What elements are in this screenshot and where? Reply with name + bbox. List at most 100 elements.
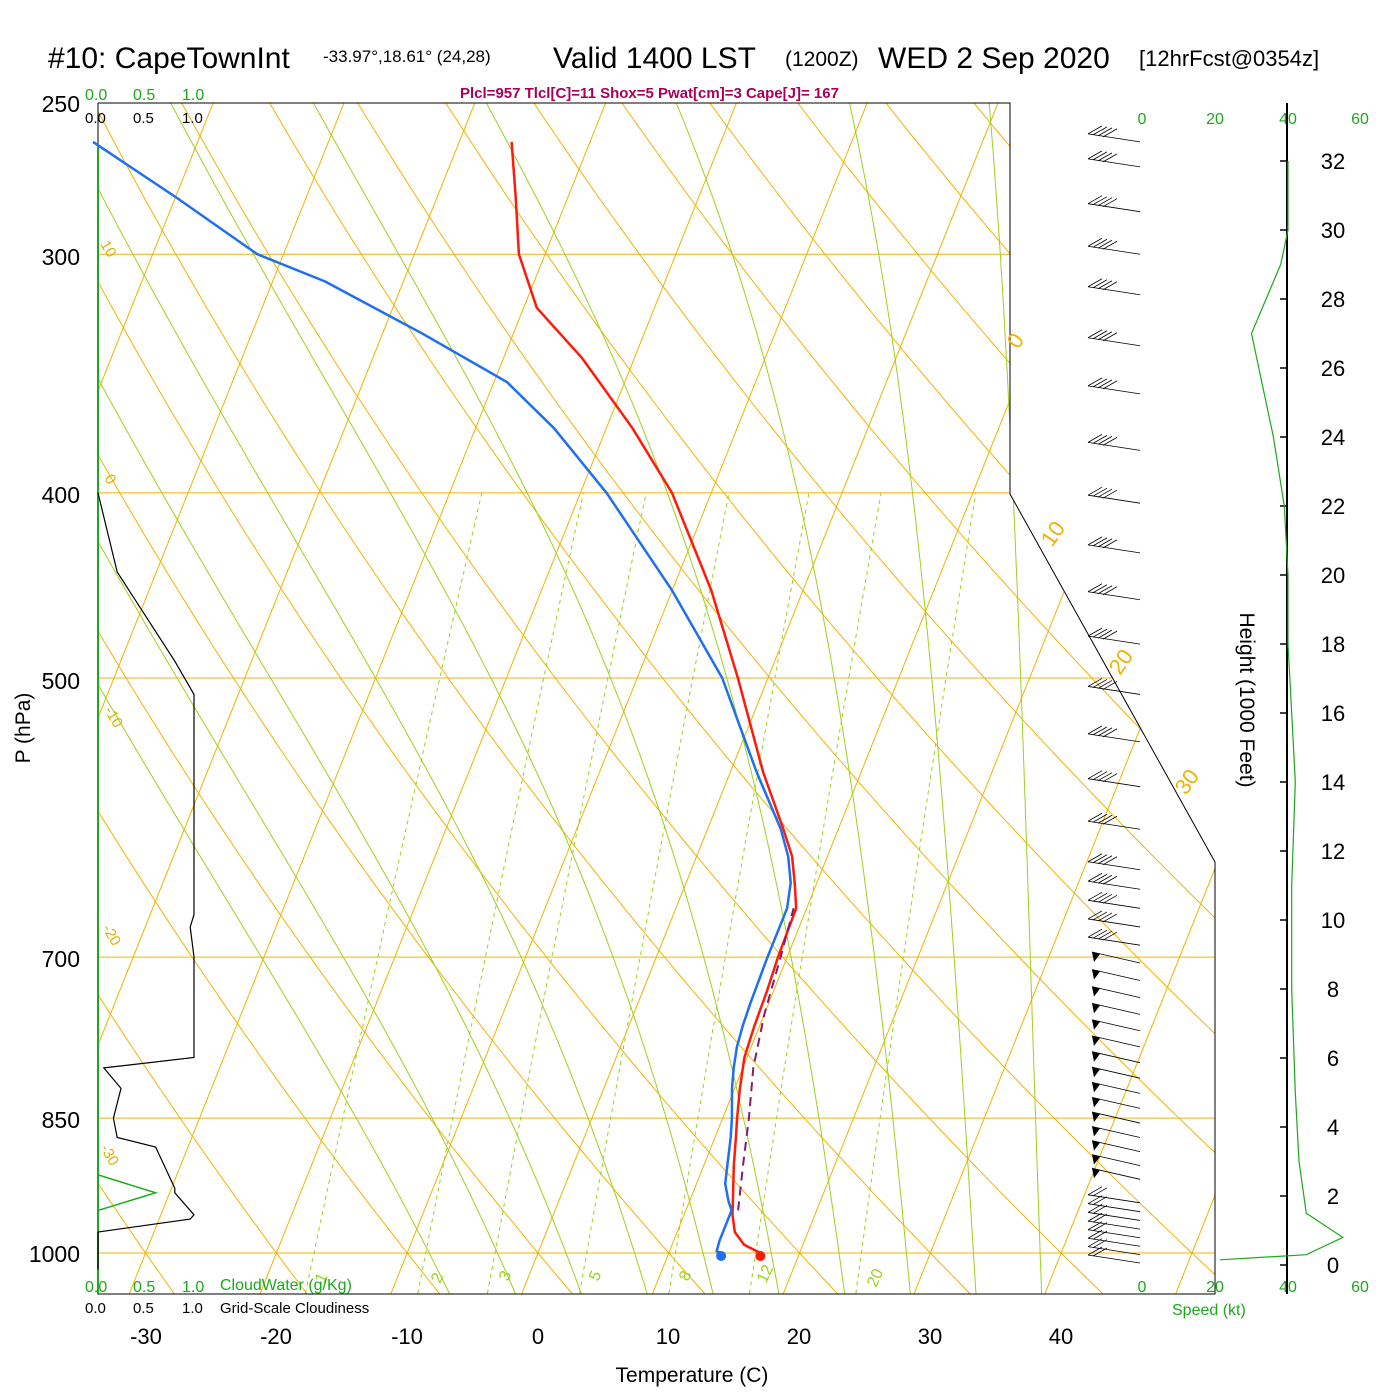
temp-tick-10: 10	[656, 1324, 680, 1349]
height-tick-22: 22	[1321, 494, 1345, 519]
wind-barb-flag	[1097, 874, 1113, 884]
wind-barb	[1087, 725, 1141, 743]
wind-barb	[1087, 928, 1141, 946]
temp-tick-40: 40	[1049, 1324, 1073, 1349]
diagram-frame	[97, 102, 1216, 1295]
wind-barb	[1087, 1186, 1141, 1204]
wind-barb-shaft	[1087, 133, 1141, 143]
wind-barb-flag	[1097, 280, 1113, 290]
wind-barb-shaft	[1087, 686, 1141, 695]
wind-barb	[1087, 627, 1141, 645]
cloudiness-label: Grid-Scale Cloudiness	[220, 1300, 369, 1317]
wind-barb	[1091, 1140, 1141, 1153]
moist-adiabat-20	[274, 103, 781, 1294]
wind-barb	[1087, 1246, 1141, 1264]
wind-barb-flag	[1102, 875, 1118, 885]
dewpoint-line	[92, 140, 792, 1255]
dry-adiabat-40	[143, 103, 1111, 1294]
wind-barb-flag	[1092, 1205, 1108, 1214]
wind-barb-shaft	[1087, 880, 1141, 890]
isotherm-line--60	[98, 103, 242, 1294]
speed-bottom-40: 40	[1279, 1279, 1297, 1296]
wind-barb-shaft	[1091, 1051, 1141, 1064]
wind-barb-flag	[1097, 930, 1113, 940]
cloudiness-line	[97, 492, 195, 1270]
wind-barb	[1087, 278, 1141, 296]
pressure-tick-300: 300	[42, 244, 80, 270]
wind-barb	[1091, 1154, 1141, 1166]
wind-barb-flag	[1087, 278, 1103, 288]
mixing-ratio-line-3	[485, 492, 647, 1294]
moist-adiabat-15	[134, 103, 716, 1294]
wind-barb	[1087, 872, 1141, 890]
isotherm-line-0	[518, 103, 1027, 1294]
pressure-tick-850: 850	[42, 1107, 80, 1133]
cloud-bottom-green-2: 1.0	[182, 1279, 204, 1296]
wind-barb-flag	[1087, 433, 1103, 443]
mixing-ratio-label-5: 5	[586, 1268, 605, 1283]
wind-barb-flag	[1087, 377, 1103, 387]
wind-barb-flag	[1087, 770, 1103, 780]
wind-barb-shaft	[1087, 203, 1141, 213]
wind-barb-flag	[1102, 728, 1118, 738]
wind-barb-shaft	[1087, 158, 1141, 168]
cloud-top-black-2: 1.0	[182, 110, 203, 127]
wind-barb	[1087, 812, 1141, 830]
wind-barb-pennant	[1092, 1019, 1100, 1030]
wind-barb-pennant	[1092, 1112, 1100, 1123]
wind-barb-pennant	[1092, 1168, 1100, 1179]
dry-adiabat-label-10: 10	[97, 238, 120, 261]
wind-barb-shaft	[1091, 986, 1141, 998]
wind-barb-shaft	[1087, 1237, 1141, 1247]
mixing-ratio-label-20: 20	[864, 1266, 887, 1289]
sounding-series	[92, 140, 798, 1261]
cloud-water-line	[97, 1156, 159, 1270]
wind-barb-flag	[1102, 332, 1118, 342]
cloud-top-green-1: 0.5	[133, 87, 155, 104]
speed-bottom-20: 20	[1206, 1279, 1224, 1296]
wind-barb-flag	[1087, 237, 1103, 247]
wind-barb	[1091, 1051, 1141, 1064]
wind-barb	[1087, 910, 1141, 928]
wind-barb	[1087, 536, 1141, 554]
wind-barb-flag	[1092, 126, 1108, 136]
wind-barb	[1091, 1002, 1141, 1015]
wind-speed-profile	[1219, 161, 1345, 1261]
wind-barb-flag	[1097, 727, 1113, 737]
wind-speed-line	[1219, 161, 1345, 1261]
wind-barb-flag	[1092, 537, 1108, 547]
wind-barb-pennant	[1092, 1140, 1100, 1151]
isotherm-lines	[98, 103, 1215, 1294]
temp-tick-minus10: -10	[391, 1324, 423, 1349]
wind-barb-flag	[1087, 812, 1103, 822]
dry-adiabat-label-minus30: -30	[97, 1142, 123, 1169]
wind-barb-flag	[1097, 127, 1113, 137]
wind-barb-flag	[1097, 152, 1113, 162]
isotherm-line--40	[98, 103, 503, 1294]
isotherm-line-40	[1041, 103, 1215, 1294]
height-tick-10: 10	[1321, 908, 1345, 933]
speed-top-40: 40	[1279, 111, 1297, 128]
wind-barb-flag	[1097, 331, 1113, 341]
wind-barb-flag	[1097, 814, 1113, 824]
wind-barb-flag	[1097, 197, 1113, 207]
mixing-ratio-line-8	[667, 492, 810, 1294]
wind-barb-shaft	[1087, 385, 1141, 395]
wind-barb-flag	[1097, 912, 1113, 922]
dry-adiabat-lines	[98, 103, 1215, 1294]
wind-barb-flag	[1092, 196, 1108, 206]
wind-barb-flag	[1087, 1186, 1103, 1196]
wind-barb-flag	[1097, 893, 1113, 903]
wind-barb-pennant	[1092, 1051, 1100, 1062]
wind-barb	[1087, 1212, 1141, 1230]
wind-barb-flag	[1097, 680, 1113, 689]
wind-barb-shaft	[1087, 820, 1141, 830]
wind-barb	[1087, 583, 1141, 601]
cloudwater-label: CloudWater (g/Kg)	[220, 1277, 352, 1294]
title-utc: (1200Z)	[785, 48, 859, 71]
moist-adiabat-5	[98, 103, 585, 1294]
cloud-bottom-green-0: 0.0	[85, 1279, 107, 1296]
isotherm-line-20	[779, 103, 1215, 1294]
wind-barb-shaft	[1091, 1111, 1141, 1124]
